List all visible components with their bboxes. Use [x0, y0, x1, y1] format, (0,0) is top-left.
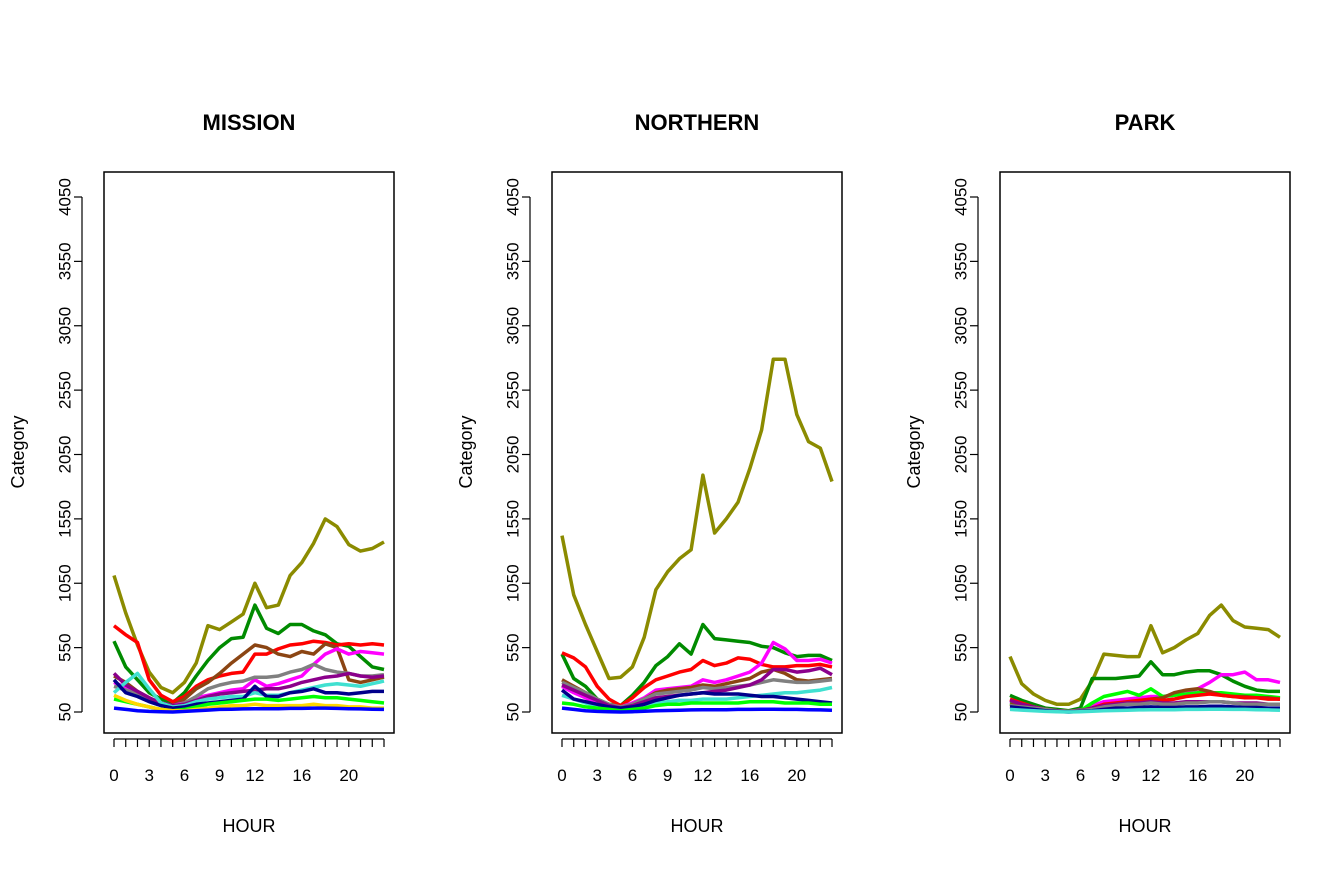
series-line: [561, 651, 833, 708]
x-tick-label: 0: [109, 766, 118, 785]
series-line: [112, 624, 385, 704]
y-tick-label: 2050: [55, 436, 74, 474]
y-tick-label: 50: [55, 703, 74, 722]
y-axis-label: Category: [456, 415, 476, 488]
y-tick-label: 1550: [951, 500, 970, 538]
series-line: [1009, 707, 1281, 714]
y-tick-label: 1050: [951, 564, 970, 602]
y-tick-label: 2050: [503, 436, 522, 474]
y-tick-label: 4050: [503, 178, 522, 216]
x-tick-label: 3: [1040, 766, 1049, 785]
x-tick-label: 16: [292, 766, 311, 785]
y-axis-label: Category: [8, 415, 28, 488]
x-tick-label: 6: [628, 766, 637, 785]
x-axis-label: HOUR: [223, 816, 276, 836]
x-tick-label: 9: [663, 766, 672, 785]
series-line: [561, 699, 832, 713]
x-tick-label: 20: [339, 766, 358, 785]
chart-panel: MISSION 50 550 1050 1550 2050 2550 3050 3550 4050…: [8, 110, 395, 836]
series-line: [113, 706, 385, 714]
x-tick-label: 6: [180, 766, 189, 785]
chart-title: PARK: [1115, 110, 1176, 135]
y-tick-label: 550: [55, 633, 74, 661]
plot-frame: [103, 171, 395, 734]
x-tick-label: 0: [557, 766, 566, 785]
y-tick-label: 3050: [951, 307, 970, 345]
y-tick-label: 2550: [55, 371, 74, 409]
x-tick-label: 12: [245, 766, 264, 785]
series-line: [1008, 603, 1281, 707]
y-tick-label: 3550: [503, 242, 522, 280]
x-tick-label: 16: [1188, 766, 1207, 785]
x-axis-label: HOUR: [671, 816, 724, 836]
y-tick-label: 2550: [951, 371, 970, 409]
chart-panel: PARK 50 550 1050 1550 2050 2550 3050 3550 4050 0 3 6…: [904, 110, 1291, 836]
chart-title: NORTHERN: [635, 110, 760, 135]
chart-panel: NORTHERN 50 550 1050 1550 2050 2550 3050 3550 405…: [456, 110, 843, 836]
series-line: [560, 357, 834, 681]
series-line: [112, 678, 384, 710]
y-tick-label: 50: [951, 703, 970, 722]
series-line: [113, 693, 384, 713]
series-line: [561, 706, 833, 714]
x-tick-label: 3: [144, 766, 153, 785]
y-tick-label: 4050: [951, 178, 970, 216]
y-tick-label: 1050: [503, 564, 522, 602]
x-tick-label: 12: [1141, 766, 1160, 785]
y-tick-label: 550: [503, 633, 522, 661]
x-tick-label: 3: [592, 766, 601, 785]
x-tick-label: 20: [787, 766, 806, 785]
y-tick-label: 550: [951, 633, 970, 661]
x-tick-label: 20: [1235, 766, 1254, 785]
y-tick-label: 2550: [503, 371, 522, 409]
y-tick-label: 1550: [503, 500, 522, 538]
y-tick-label: 3050: [503, 307, 522, 345]
series-line: [560, 688, 833, 710]
y-tick-label: 1050: [55, 564, 74, 602]
plot-frame: [999, 171, 1291, 734]
x-tick-label: 0: [1005, 766, 1014, 785]
y-tick-label: 3050: [55, 307, 74, 345]
y-tick-label: 3550: [55, 242, 74, 280]
x-tick-label: 6: [1076, 766, 1085, 785]
y-tick-label: 2050: [951, 436, 970, 474]
x-axis-label: HOUR: [1119, 816, 1172, 836]
x-tick-label: 9: [215, 766, 224, 785]
series-line: [112, 517, 385, 695]
y-axis-label: Category: [904, 415, 924, 488]
x-tick-label: 9: [1111, 766, 1120, 785]
chart-title: MISSION: [203, 110, 296, 135]
plot-frame: [551, 171, 843, 734]
y-tick-label: 1550: [55, 500, 74, 538]
x-tick-label: 12: [693, 766, 712, 785]
y-tick-label: 4050: [55, 178, 74, 216]
y-tick-label: 50: [503, 703, 522, 722]
y-tick-label: 3550: [951, 242, 970, 280]
x-tick-label: 16: [740, 766, 759, 785]
